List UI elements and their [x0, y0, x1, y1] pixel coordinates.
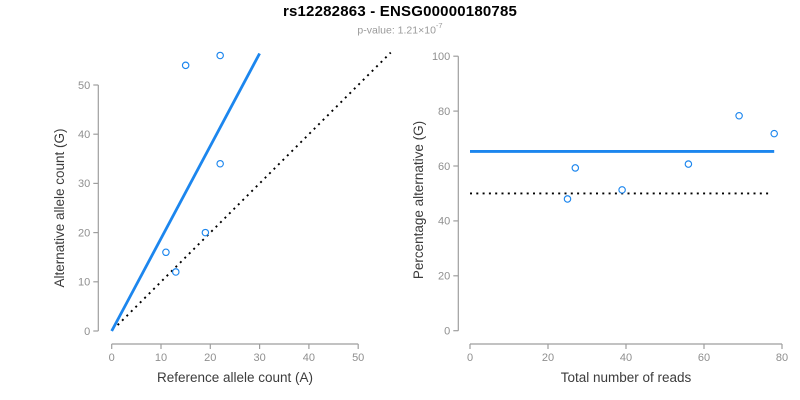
data-point — [216, 159, 224, 168]
y-axis-title: Alternative allele count (G) — [52, 128, 67, 287]
y-axis-title: Percentage alternative (G) — [411, 121, 426, 279]
y-tick-label: 20 — [438, 271, 450, 283]
p-value-text: p-value: 1.21×10 — [357, 24, 436, 37]
data-point — [162, 248, 170, 257]
y-tick-label: 30 — [78, 178, 90, 190]
x-tick-label: 80 — [776, 352, 788, 364]
x-tick-label: 20 — [204, 352, 216, 364]
y-tick-label: 40 — [438, 216, 450, 228]
data-point — [172, 268, 180, 276]
data-point — [735, 111, 743, 120]
x-tick-label: 50 — [352, 352, 364, 364]
x-tick-label: 10 — [155, 352, 167, 364]
y-tick-label: 0 — [84, 326, 90, 338]
data-point — [571, 164, 580, 172]
y-tick-label: 100 — [432, 51, 450, 63]
data-point — [216, 51, 224, 60]
x-tick-label: 0 — [467, 352, 473, 364]
x-tick-label: 40 — [620, 352, 632, 364]
data-point — [201, 228, 210, 237]
y-tick-label: 10 — [78, 277, 90, 289]
y-tick-label: 0 — [444, 326, 450, 338]
x-tick-label: 20 — [542, 352, 554, 364]
p-value-exponent: -7 — [435, 21, 443, 30]
x-tick-label: 0 — [109, 352, 115, 364]
x-tick-label: 60 — [698, 352, 710, 364]
data-point — [618, 186, 626, 194]
data-point — [684, 160, 693, 168]
x-axis-title: Reference allele count (A) — [157, 370, 313, 385]
x-tick-label: 30 — [253, 352, 265, 364]
y-tick-label: 50 — [78, 80, 90, 92]
y-tick-label: 20 — [78, 227, 90, 239]
fit-line — [110, 52, 261, 332]
x-axis-title: Total number of reads — [561, 370, 692, 385]
x-tick-label: 40 — [303, 352, 315, 364]
y-tick-label: 40 — [78, 129, 90, 141]
y-tick-label: 80 — [438, 106, 450, 118]
data-point — [181, 61, 190, 70]
data-point — [563, 195, 572, 203]
data-point — [770, 129, 778, 138]
y-tick-label: 60 — [438, 161, 450, 173]
identity-line — [116, 51, 392, 326]
p-value-subtitle: p-value: 1.21×10-7 — [0, 21, 800, 37]
figure-title: rs12282863 - ENSG00000180785 — [282, 3, 518, 20]
